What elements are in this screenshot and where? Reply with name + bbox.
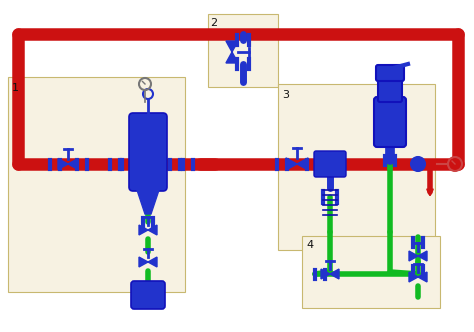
Polygon shape <box>136 187 160 214</box>
Text: 4: 4 <box>306 240 313 250</box>
Text: 2: 2 <box>210 18 217 28</box>
FancyBboxPatch shape <box>208 14 278 87</box>
FancyBboxPatch shape <box>378 70 402 102</box>
FancyBboxPatch shape <box>374 97 406 147</box>
Polygon shape <box>58 158 78 170</box>
FancyBboxPatch shape <box>129 113 167 191</box>
Text: 1: 1 <box>12 83 19 93</box>
FancyBboxPatch shape <box>8 77 185 292</box>
Polygon shape <box>139 225 157 235</box>
Text: 3: 3 <box>282 90 289 100</box>
Polygon shape <box>226 41 238 63</box>
FancyBboxPatch shape <box>131 281 165 309</box>
FancyBboxPatch shape <box>278 84 435 250</box>
Polygon shape <box>321 269 339 279</box>
Circle shape <box>411 157 425 171</box>
FancyBboxPatch shape <box>376 65 404 81</box>
Polygon shape <box>139 257 157 267</box>
FancyBboxPatch shape <box>314 151 346 177</box>
Polygon shape <box>286 158 308 170</box>
FancyBboxPatch shape <box>302 236 440 308</box>
Polygon shape <box>409 272 427 282</box>
Polygon shape <box>409 251 427 261</box>
